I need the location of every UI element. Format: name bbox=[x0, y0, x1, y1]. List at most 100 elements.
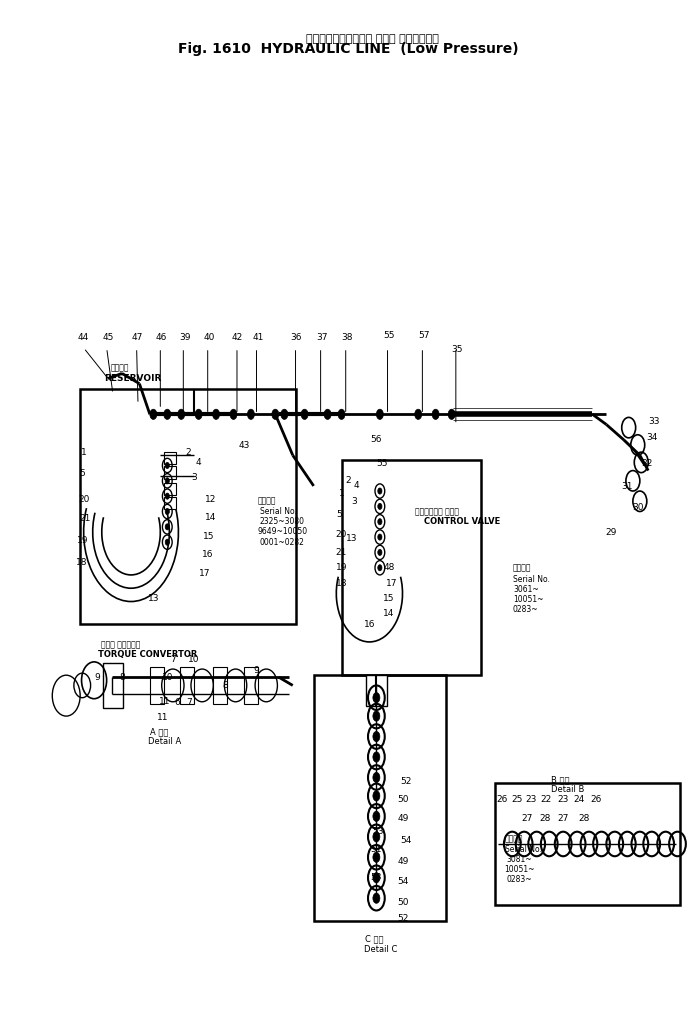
Circle shape bbox=[338, 409, 345, 419]
Circle shape bbox=[272, 409, 279, 419]
Circle shape bbox=[373, 711, 380, 721]
Circle shape bbox=[247, 409, 254, 419]
Text: 適用番号: 適用番号 bbox=[258, 497, 277, 505]
Text: 17: 17 bbox=[386, 579, 397, 587]
Circle shape bbox=[230, 409, 237, 419]
Circle shape bbox=[373, 893, 380, 903]
Text: 3081~: 3081~ bbox=[506, 855, 532, 863]
Text: 20: 20 bbox=[78, 495, 89, 503]
Bar bbox=[164, 466, 176, 479]
Text: 53: 53 bbox=[371, 874, 382, 882]
Circle shape bbox=[373, 772, 380, 783]
Text: 17: 17 bbox=[199, 570, 210, 578]
Bar bbox=[366, 675, 387, 706]
Text: 36: 36 bbox=[291, 333, 302, 342]
Circle shape bbox=[378, 534, 382, 540]
Text: 21: 21 bbox=[336, 548, 347, 557]
Circle shape bbox=[281, 409, 288, 419]
Text: 16: 16 bbox=[202, 550, 213, 559]
Text: 48: 48 bbox=[383, 564, 395, 572]
Text: 適用番号: 適用番号 bbox=[513, 564, 532, 572]
Text: 12: 12 bbox=[205, 495, 216, 503]
Text: 18: 18 bbox=[76, 559, 87, 567]
Bar bbox=[80, 389, 296, 624]
Text: 20: 20 bbox=[336, 530, 347, 538]
Bar bbox=[314, 675, 446, 921]
Text: 10: 10 bbox=[188, 656, 199, 664]
Text: 50: 50 bbox=[397, 898, 408, 906]
Circle shape bbox=[165, 462, 169, 469]
Bar bbox=[180, 667, 194, 704]
Circle shape bbox=[373, 852, 380, 862]
Text: 46: 46 bbox=[156, 333, 167, 342]
Circle shape bbox=[195, 409, 202, 419]
Text: 39: 39 bbox=[179, 333, 190, 342]
Text: 10: 10 bbox=[162, 673, 173, 681]
Text: 7: 7 bbox=[187, 699, 192, 707]
Text: 21: 21 bbox=[79, 515, 91, 523]
Text: 42: 42 bbox=[231, 333, 243, 342]
Text: 13: 13 bbox=[148, 594, 159, 603]
Bar bbox=[164, 483, 176, 495]
Text: 適用番号: 適用番号 bbox=[505, 835, 523, 843]
Text: RESERVOIR: RESERVOIR bbox=[105, 374, 162, 383]
Circle shape bbox=[165, 539, 169, 545]
Text: 43: 43 bbox=[238, 441, 250, 449]
Circle shape bbox=[448, 409, 455, 419]
Text: 4: 4 bbox=[354, 482, 360, 490]
Text: 2: 2 bbox=[346, 477, 351, 485]
Circle shape bbox=[373, 731, 380, 742]
Text: 52: 52 bbox=[400, 777, 411, 786]
Text: 0283~: 0283~ bbox=[513, 606, 539, 614]
Circle shape bbox=[378, 503, 382, 509]
Text: 54: 54 bbox=[400, 837, 411, 845]
Circle shape bbox=[164, 409, 171, 419]
Text: 31: 31 bbox=[622, 483, 633, 491]
Circle shape bbox=[373, 693, 380, 703]
Text: 15: 15 bbox=[204, 532, 215, 540]
Circle shape bbox=[301, 409, 308, 419]
Circle shape bbox=[165, 493, 169, 499]
Text: 35: 35 bbox=[452, 346, 463, 354]
Text: Detail C: Detail C bbox=[364, 945, 397, 953]
Text: 55: 55 bbox=[383, 331, 395, 340]
Text: B 詳細: B 詳細 bbox=[551, 775, 569, 784]
Text: Serial No.: Serial No. bbox=[505, 845, 542, 853]
Circle shape bbox=[165, 524, 169, 530]
Text: 15: 15 bbox=[383, 594, 395, 603]
Text: 37: 37 bbox=[316, 333, 328, 342]
Bar bbox=[164, 452, 176, 464]
Circle shape bbox=[373, 811, 380, 821]
Text: Serial No.: Serial No. bbox=[260, 507, 297, 516]
Text: 5: 5 bbox=[79, 470, 85, 478]
Text: 27: 27 bbox=[521, 814, 533, 822]
Text: Detail B: Detail B bbox=[551, 786, 584, 794]
Text: トルク コンバータ: トルク コンバータ bbox=[101, 640, 140, 649]
Text: 57: 57 bbox=[418, 331, 429, 340]
Circle shape bbox=[373, 832, 380, 842]
Text: CONTROL VALVE: CONTROL VALVE bbox=[424, 518, 500, 526]
Circle shape bbox=[373, 752, 380, 762]
Text: C 詳細: C 詳細 bbox=[365, 935, 384, 943]
Text: 8: 8 bbox=[222, 681, 228, 690]
Circle shape bbox=[378, 488, 382, 494]
Circle shape bbox=[415, 409, 422, 419]
Text: 23: 23 bbox=[558, 796, 569, 804]
Text: 47: 47 bbox=[132, 333, 143, 342]
Text: 14: 14 bbox=[383, 610, 395, 618]
Text: 51: 51 bbox=[371, 845, 382, 853]
Text: 41: 41 bbox=[252, 333, 263, 342]
Text: 45: 45 bbox=[102, 333, 114, 342]
Text: 33: 33 bbox=[648, 417, 659, 426]
Bar bbox=[213, 667, 227, 704]
Text: 32: 32 bbox=[641, 459, 652, 468]
Text: Detail A: Detail A bbox=[148, 738, 182, 746]
Text: 3061~: 3061~ bbox=[513, 585, 539, 593]
Text: 0001~0282: 0001~0282 bbox=[260, 538, 305, 546]
Text: 13: 13 bbox=[346, 534, 357, 542]
Circle shape bbox=[378, 519, 382, 525]
Text: 9: 9 bbox=[254, 666, 259, 674]
Text: 53: 53 bbox=[373, 828, 384, 836]
Text: Fig. 1610  HYDRAULIC LINE  (Low Pressure): Fig. 1610 HYDRAULIC LINE (Low Pressure) bbox=[178, 42, 519, 56]
Circle shape bbox=[373, 791, 380, 801]
